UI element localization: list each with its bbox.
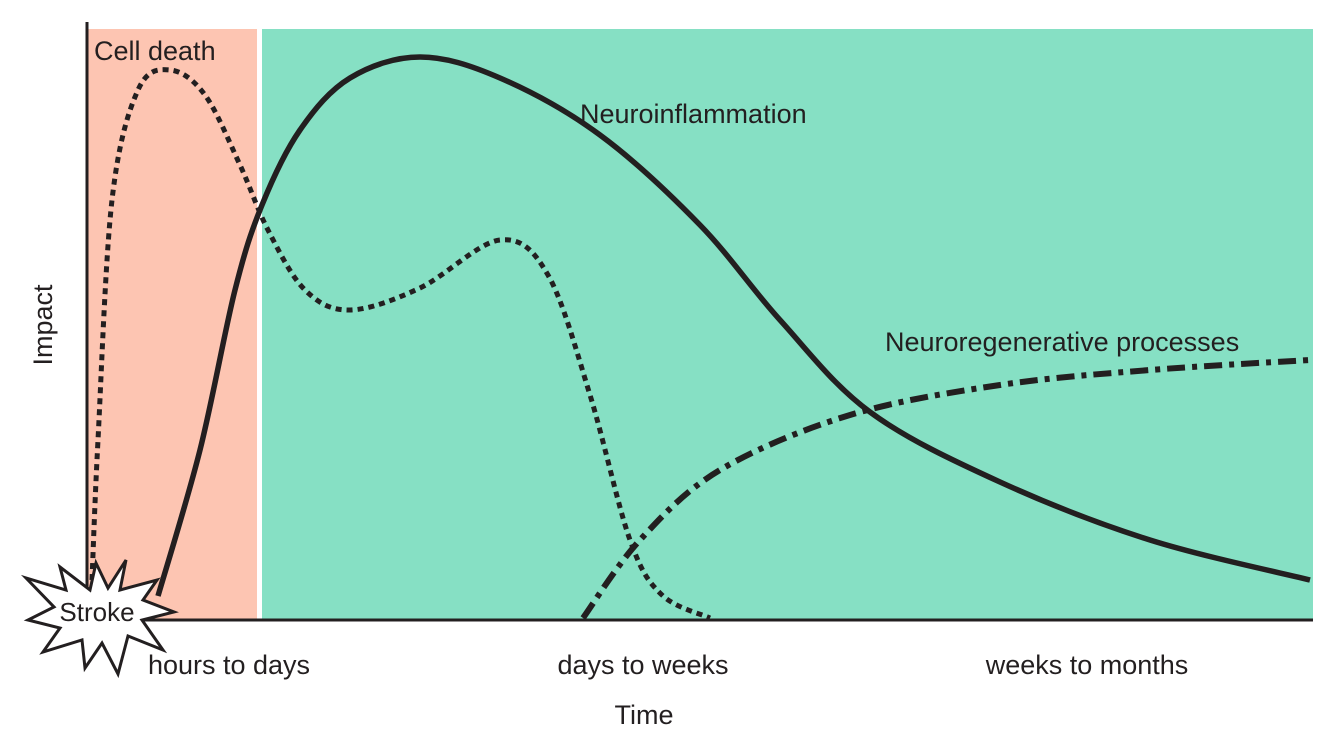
cell-death-label: Cell death [94, 36, 216, 66]
cell-death-curve [89, 67, 712, 621]
xtick-days-to-weeks: days to weeks [557, 650, 728, 680]
xtick-weeks-to-months: weeks to months [985, 650, 1189, 680]
stroke-label: Stroke [59, 597, 134, 627]
neuroinflammation-label: Neuroinflammation [580, 99, 807, 129]
y-axis-label: Impact [28, 284, 58, 366]
stroke-burst-icon [20, 558, 179, 679]
acute-phase-background [87, 29, 257, 620]
xtick-hours-to-days: hours to days [148, 650, 310, 680]
neuroregenerative-label: Neuroregenerative processes [885, 327, 1239, 357]
x-axis-label: Time [615, 700, 674, 730]
neuroinflammation-curve [155, 54, 1311, 597]
